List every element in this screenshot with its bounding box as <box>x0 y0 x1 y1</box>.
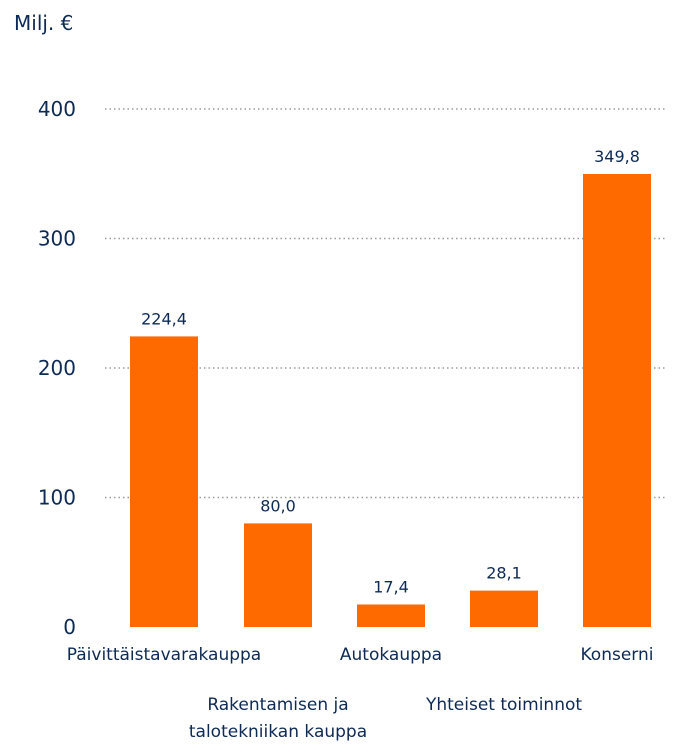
gridlines <box>105 108 667 499</box>
category-label-2-line-2: talotekniikan kauppa <box>189 722 367 742</box>
y-tick-300: 300 <box>38 227 76 251</box>
y-axis-label: Milj. € <box>14 11 73 35</box>
bar-4 <box>470 590 538 627</box>
y-tick-labels: 0 100 200 300 400 <box>38 97 76 639</box>
bar-5 <box>583 174 651 627</box>
value-label-2: 80,0 <box>260 496 296 515</box>
y-tick-400: 400 <box>38 97 76 121</box>
category-labels: Päivittäistavarakauppa Rakentamisen ja tal… <box>67 645 654 742</box>
category-label-4: Yhteiset toiminnot <box>425 695 582 715</box>
y-tick-200: 200 <box>38 356 76 380</box>
category-label-1: Päivittäistavarakauppa <box>67 645 261 665</box>
category-label-5: Konserni <box>581 645 654 665</box>
bar-2 <box>244 523 312 627</box>
category-label-2-line-1: Rakentamisen ja <box>207 695 348 715</box>
bars <box>130 174 651 627</box>
category-label-3: Autokauppa <box>340 645 442 665</box>
value-label-4: 28,1 <box>486 564 522 583</box>
value-label-5: 349,8 <box>594 147 640 166</box>
y-tick-100: 100 <box>38 486 76 510</box>
y-tick-0: 0 <box>63 615 76 639</box>
bar-3 <box>357 604 425 627</box>
value-label-3: 17,4 <box>373 577 409 596</box>
value-labels: 224,4 80,0 17,4 28,1 349,8 <box>141 147 640 596</box>
bar-1 <box>130 336 198 627</box>
value-label-1: 224,4 <box>141 309 187 328</box>
